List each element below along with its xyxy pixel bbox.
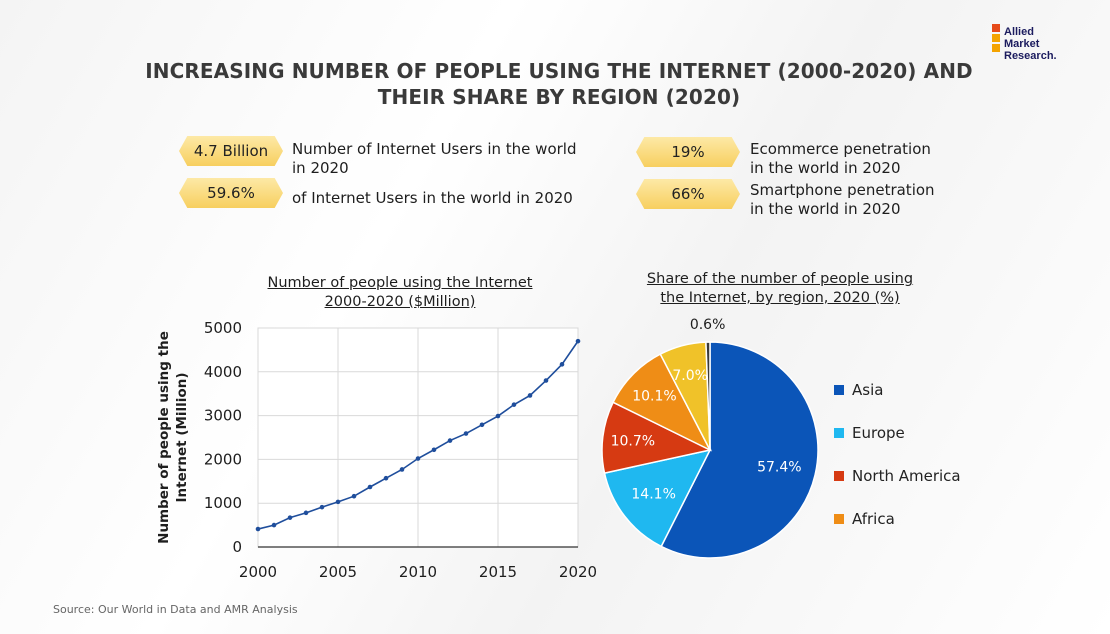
logo-line-2: Market [1004,38,1040,50]
data-point [511,402,517,407]
data-point [447,438,453,443]
y-tick-label: 2000 [204,450,242,468]
slice-label: 14.1% [631,487,675,503]
stat-text-ecommerce: Ecommerce penetration in the world in 20… [750,140,931,178]
data-point [543,378,549,383]
legend-swatch [834,427,844,438]
y-tick-label: 3000 [204,407,242,425]
chart-title-line: the Internet, by region, 2020 (%) [660,290,900,306]
data-point [383,475,389,481]
legend-item-europe: Europe [834,411,961,454]
legend-swatch [834,470,844,481]
logo-line-1: Allied [1004,26,1034,38]
logo-blocks [992,24,1002,54]
stat-line: of Internet Users in the world in 2020 [292,189,573,207]
stat-badge-ecommerce: 19% [636,137,740,167]
data-point [559,362,565,367]
data-point [431,447,437,453]
data-point [367,484,373,490]
data-point [479,422,485,428]
stat-line: Number of Internet Users in the world [292,140,577,158]
x-tick-label: 2015 [479,563,517,581]
data-point [463,431,469,436]
legend-swatch [834,384,844,395]
legend-label: Asia [852,380,884,399]
stat-text-internet-users: Number of Internet Users in the world in… [292,140,576,178]
legend-item-africa: Africa [834,497,961,540]
stat-badge-internet-users: 4.7 Billion [179,136,283,166]
pie-chart: 57.4% 14.1% 10.7% 10.1% 7.0% 0.6% [601,317,819,559]
page-title: INCREASING NUMBER OF PEOPLE USING THE IN… [0,58,1110,110]
data-point [495,413,501,419]
logo-block [992,24,1000,32]
data-point [287,515,293,520]
pie-slice [705,341,711,451]
data-point [527,393,533,398]
stat-line: Ecommerce penetration [750,140,931,158]
stat-text-internet-share: of Internet Users in the world in 2020 [292,189,573,208]
x-tick-label: 2020 [559,563,597,581]
stat-line: in the world in 2020 [750,159,901,177]
x-tick-label: 2005 [319,563,357,581]
x-tick-label: 2010 [399,563,437,581]
data-point [399,467,405,472]
y-axis-label-line: Number of people using the [156,331,172,544]
title-line-1: INCREASING NUMBER OF PEOPLE USING THE IN… [145,59,973,83]
slice-label: 10.1% [632,389,676,405]
legend-swatch [834,513,844,524]
logo-line-3: Research. [1004,50,1057,62]
pie-slice [603,448,712,548]
stat-line: in 2020 [292,159,349,177]
y-tick-label: 4000 [204,363,242,381]
legend-label: Europe [852,423,905,442]
legend-item-asia: Asia [834,368,961,411]
pie-slice [660,341,819,559]
legend-item-north-america: North America [834,454,961,497]
chart-title-line: Number of people using the Internet [267,275,533,291]
legend-label: Africa [852,509,895,528]
data-point [575,338,581,344]
data-point [255,526,261,532]
x-tick-label: 2000 [239,563,277,581]
stat-badge-internet-share: 59.6% [179,178,283,208]
line-chart: 0 1000 2000 3000 4000 5000 2000 2005 2010 2015 202… [156,319,597,581]
logo-block [992,44,1000,52]
stat-text-smartphone: Smartphone penetration in the world in 2… [750,181,935,219]
source-note: Source: Our World in Data and AMR Analys… [53,603,298,616]
data-point [319,504,325,510]
allied-market-research-logo: Allied Market Research. [990,22,1082,76]
y-axis-label: Number of people using the Internet (Mill… [156,331,190,544]
slice-label: 0.6% [690,317,726,333]
slice-label: 10.7% [611,434,655,450]
data-point [351,493,357,499]
y-tick-label: 1000 [204,494,242,512]
logo-block [992,34,1000,42]
legend-label: North America [852,466,961,485]
data-point [303,510,309,516]
stat-line: in the world in 2020 [750,200,901,218]
data-point [271,522,277,528]
chart-title-line: Share of the number of people using [646,271,914,287]
y-tick-label: 5000 [204,319,242,337]
data-point [415,456,421,461]
slice-label: 7.0% [672,368,708,384]
stat-line: Smartphone penetration [750,181,935,199]
title-line-2: THEIR SHARE BY REGION (2020) [377,85,741,109]
y-tick-label: 0 [232,538,242,556]
pie-slice [601,401,713,474]
chart-title-line: 2000-2020 ($Million) [324,294,476,310]
y-axis-label-line: Internet (Million) [174,373,190,503]
stat-badge-smartphone: 66% [636,179,740,209]
slice-label: 57.4% [757,460,801,476]
logo-text: Allied Market Research. [1004,26,1057,62]
data-point [335,499,341,505]
pie-chart-title: Share of the number of people using the … [620,270,940,308]
line-chart-title: Number of people using the Internet 2000… [240,274,560,312]
pie-legend: Asia Europe North America Africa [834,368,961,540]
